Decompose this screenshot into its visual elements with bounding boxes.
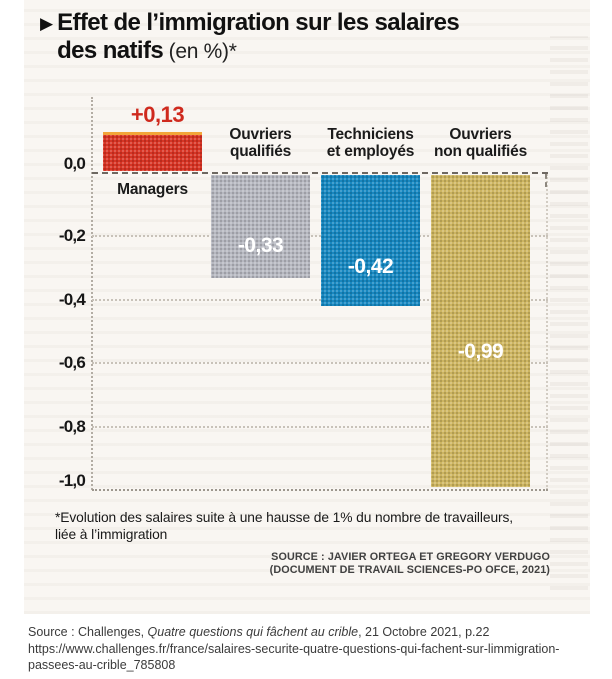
caption: Source : Challenges, Quatre questions qu… xyxy=(28,624,584,674)
bar-value-label: +0,13 xyxy=(130,101,185,127)
y-tick-label: -0,4 xyxy=(58,289,86,309)
chart-title-line2-bold: des natifs xyxy=(57,37,164,64)
bar-category-label: Managers xyxy=(117,181,188,198)
footnote: *Evolution des salaires suite à une haus… xyxy=(55,510,514,542)
chart-source: SOURCE : JAVIER ORTEGA ET GREGORY VERDUG… xyxy=(92,551,550,577)
caption-url: https://www.challenges.fr/france/salaire… xyxy=(28,641,560,673)
triangle-bullet-icon: ▶ xyxy=(40,14,54,33)
gridline xyxy=(92,489,548,491)
chart-title-text: Effet de l’immigration sur les salaires … xyxy=(57,8,460,68)
gridline xyxy=(92,235,548,238)
y-tick-label: 0,0 xyxy=(63,154,86,173)
chart-source-line2: (DOCUMENT DE TRAVAIL SCIENCES-PO OFCE, 2… xyxy=(269,564,550,576)
bar-ouvriers-non-qualifi-s xyxy=(431,175,530,487)
bar-value-label: -0,42 xyxy=(347,255,394,278)
y-tick-label: -1,0 xyxy=(58,471,86,490)
chart-source-line1: SOURCE : JAVIER ORTEGA ET GREGORY VERDUG… xyxy=(271,551,550,563)
chart-title: ▶ Effet de l’immigration sur les salaire… xyxy=(40,8,460,68)
zero-baseline xyxy=(92,172,548,174)
chart-title-line1: Effet de l’immigration sur les salaires xyxy=(57,9,460,36)
bar-value-label: -0,99 xyxy=(457,340,504,363)
chart-title-line2: des natifs (en %)* xyxy=(57,37,459,68)
bar-category-label: Ouvriers qualifiés xyxy=(229,126,292,160)
caption-date-page: , 21 Octobre 2021, p.22 xyxy=(358,625,490,639)
caption-work-title: Quatre questions qui fâchent au crible xyxy=(147,625,359,639)
y-tick-label: -0,6 xyxy=(58,353,86,373)
gridline xyxy=(92,362,548,365)
caption-source-prefix: Source : Challenges, xyxy=(28,625,148,639)
plot-right-edge-line xyxy=(546,174,548,490)
bar-techniciens-et-employ-s xyxy=(321,175,420,307)
bar-chart: 0,0 -0,2 -0,4 -0,6 -0,8 -1,0 +0,13 Managers -0,3… xyxy=(58,97,548,491)
gridline xyxy=(92,425,548,428)
bar-value-label: -0,33 xyxy=(237,234,284,257)
gridline xyxy=(92,298,548,301)
bar-managers xyxy=(103,131,202,172)
chart-title-unit: (en %)* xyxy=(163,40,237,63)
y-tick-label: -0,8 xyxy=(58,416,86,436)
y-axis-line xyxy=(91,97,93,490)
bar-category-label: Techniciens et employés xyxy=(326,126,415,160)
bar-category-label: Ouvriers non qualifiés xyxy=(434,126,527,160)
bar-ouvriers-qualifi-s xyxy=(211,175,310,278)
plot-right-corner-tick xyxy=(545,174,547,187)
y-tick-label: -0,2 xyxy=(58,226,86,246)
